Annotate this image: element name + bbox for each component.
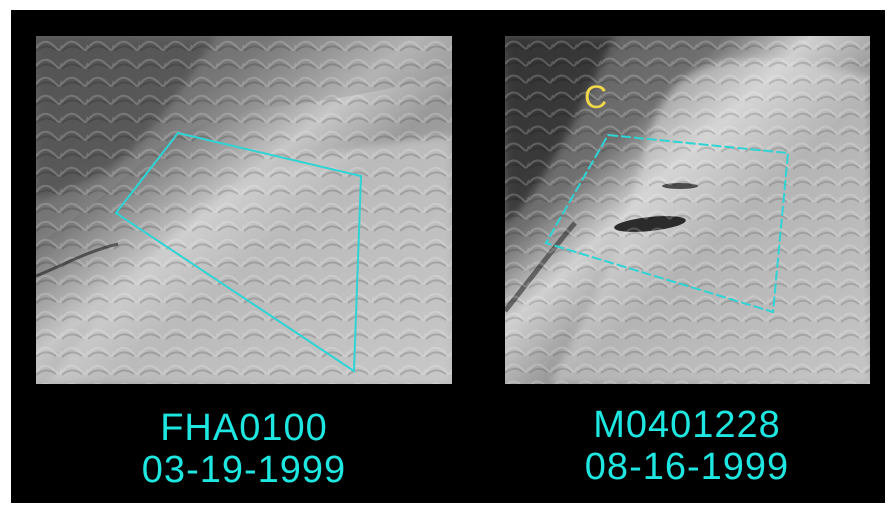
left-caption-date: 03-19-1999 bbox=[141, 449, 347, 491]
right-terrain-svg: C bbox=[505, 36, 870, 384]
left-dark-streak bbox=[36, 242, 119, 278]
right-outline-polygon bbox=[544, 133, 790, 314]
right-caption: M0401228 08-16-1999 bbox=[497, 404, 877, 488]
right-marker-label: C bbox=[584, 79, 607, 115]
right-caption-id: M0401228 bbox=[593, 404, 781, 446]
left-caption-id: FHA0100 bbox=[160, 407, 328, 449]
left-caption: FHA0100 03-19-1999 bbox=[54, 407, 434, 491]
right-dune-texture bbox=[505, 36, 870, 384]
left-outline-polygon bbox=[114, 131, 363, 373]
left-terrain-svg bbox=[36, 36, 452, 384]
left-dune-texture bbox=[36, 36, 452, 384]
left-terrain-image bbox=[36, 36, 452, 384]
right-caption-date: 08-16-1999 bbox=[584, 446, 790, 488]
right-terrain-image: C bbox=[505, 36, 870, 384]
